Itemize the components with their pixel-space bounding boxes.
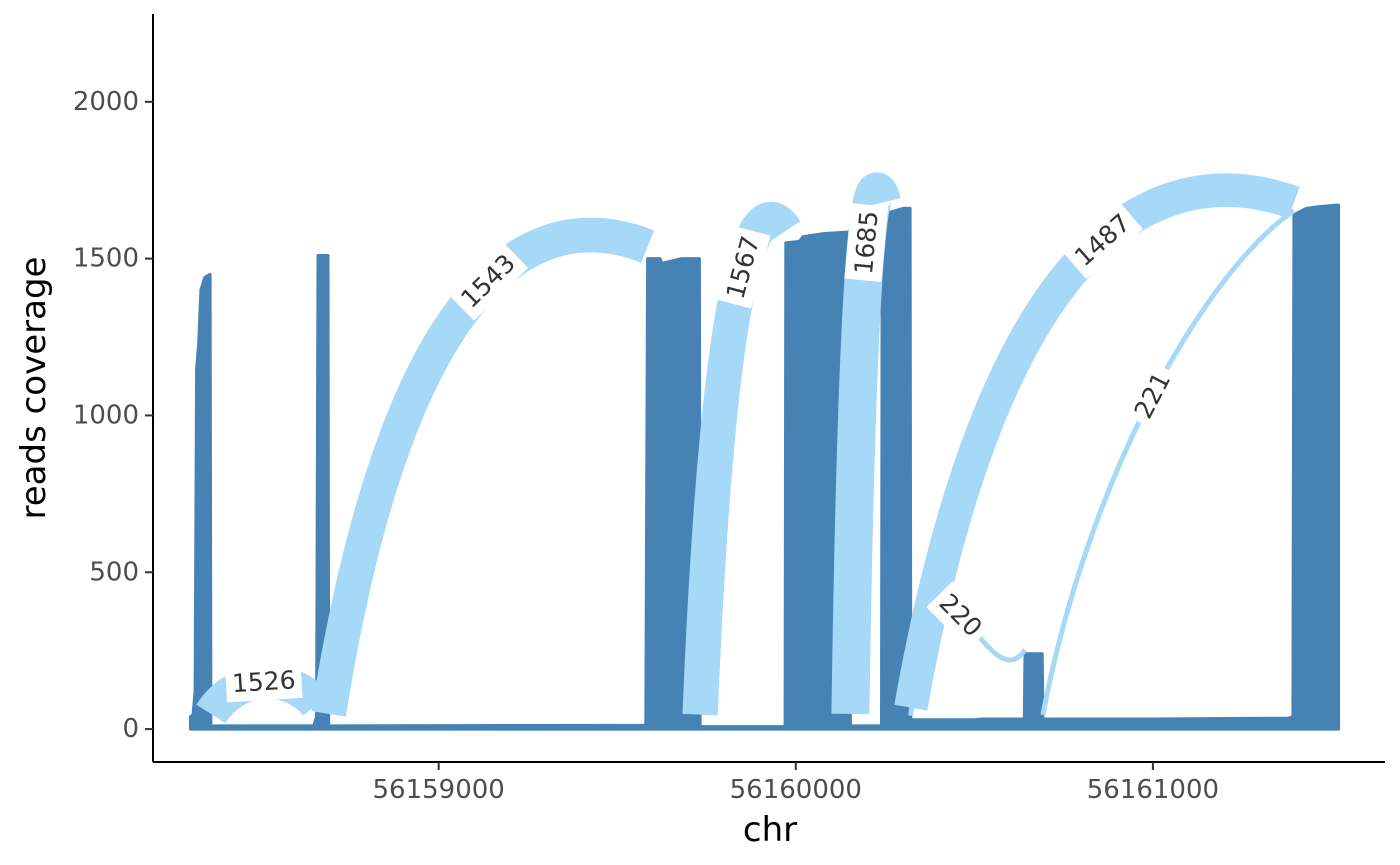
junction-label-background — [1061, 201, 1144, 279]
junction-label-1526: 1526 — [231, 665, 296, 698]
coverage-area — [189, 203, 1341, 731]
junction-label-1685: 1685 — [849, 210, 884, 276]
junction-label-background — [1122, 360, 1183, 431]
junction-label-background — [448, 241, 529, 321]
junction-arc-1543 — [311, 217, 655, 717]
y-tick-label: 500 — [89, 557, 139, 587]
y-tick-label: 1500 — [73, 244, 139, 274]
y-axis-title: reads coverage — [14, 257, 54, 520]
junction-label-background — [224, 660, 303, 703]
y-tick-label: 0 — [122, 714, 139, 744]
junction-label-background — [715, 226, 771, 309]
junction-label-background — [844, 203, 889, 282]
junction-label-background — [926, 580, 995, 650]
x-axis-title: chr — [743, 810, 797, 850]
y-tick-label: 2000 — [73, 87, 139, 117]
axes: 0 500 1000 1500 2000 56159000 56160000 56161000 — [73, 14, 1385, 805]
x-tick-label: 56160000 — [730, 775, 862, 805]
x-tick-label: 56159000 — [373, 775, 505, 805]
y-tick-label: 1000 — [73, 400, 139, 430]
x-tick-label: 56161000 — [1087, 775, 1219, 805]
coverage-area-layer — [189, 203, 1341, 731]
